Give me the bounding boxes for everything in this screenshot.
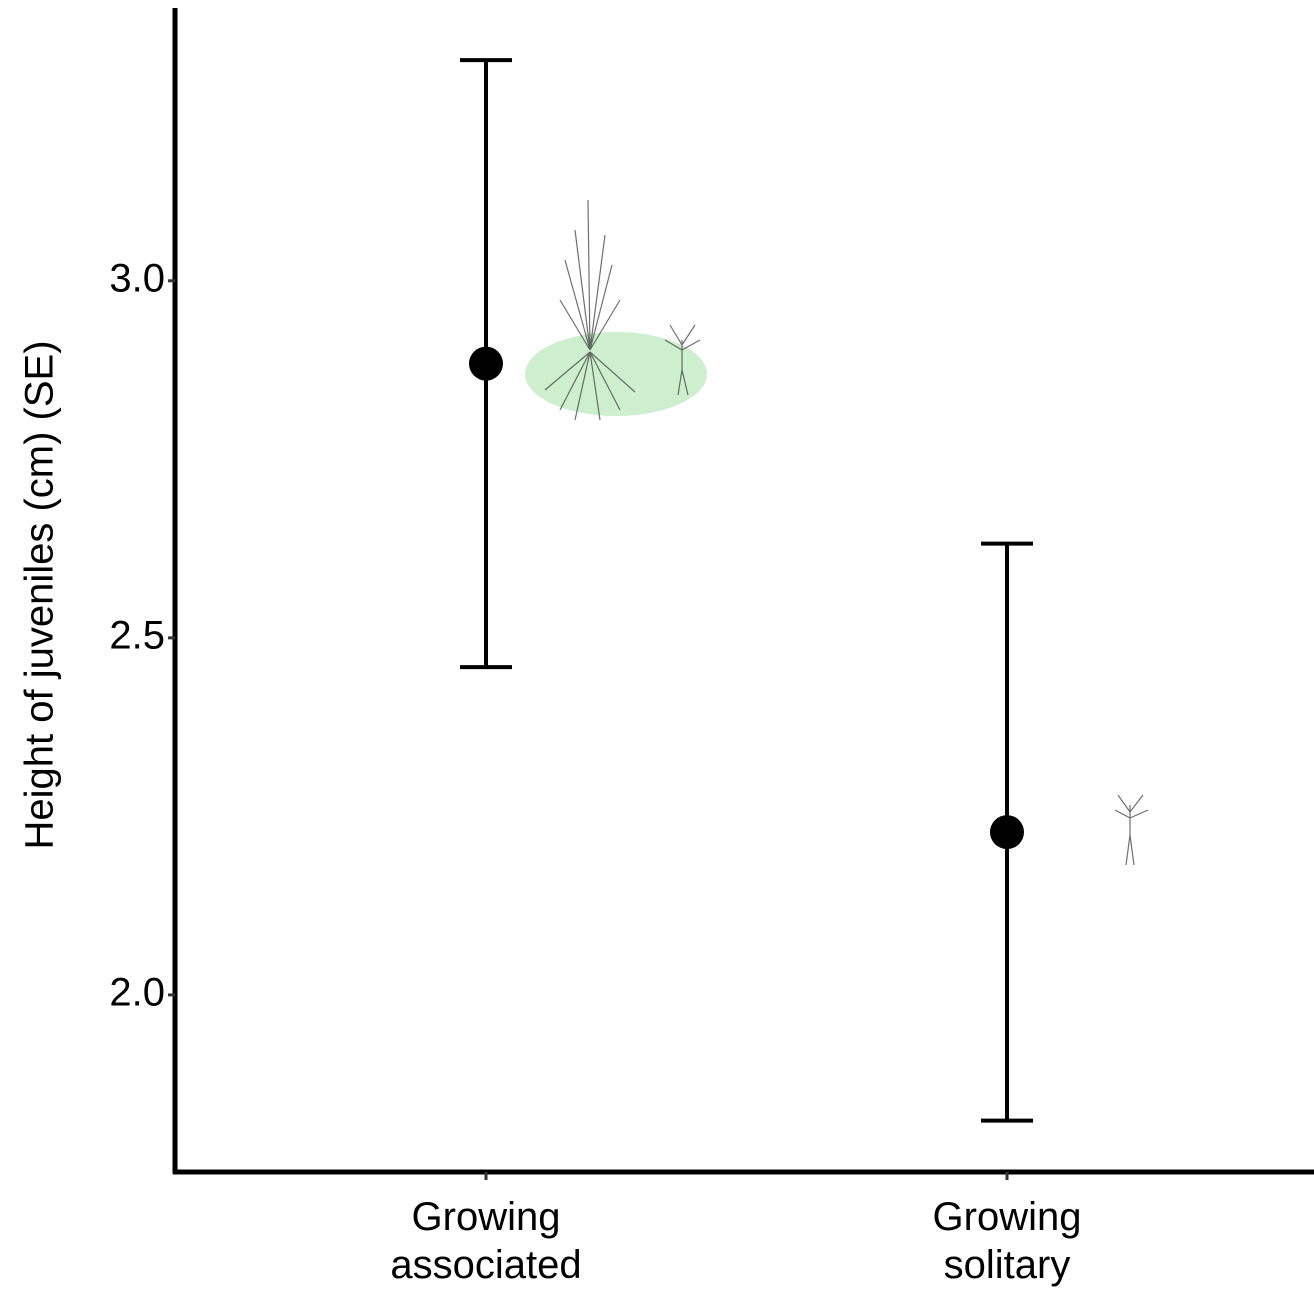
- plant-illustration: [525, 199, 1149, 866]
- x-tick-label: Growing solitary: [932, 1195, 1082, 1287]
- point: [469, 346, 503, 381]
- point: [990, 815, 1024, 850]
- y-tick-label: 2.5: [109, 613, 165, 657]
- x-tick-label: Growing associated: [390, 1195, 582, 1287]
- y-tick-label: 2.0: [109, 970, 165, 1014]
- y-axis-label: Height of juveniles (cm) (SE): [18, 340, 62, 849]
- y-tick-label: 3.0: [109, 256, 165, 300]
